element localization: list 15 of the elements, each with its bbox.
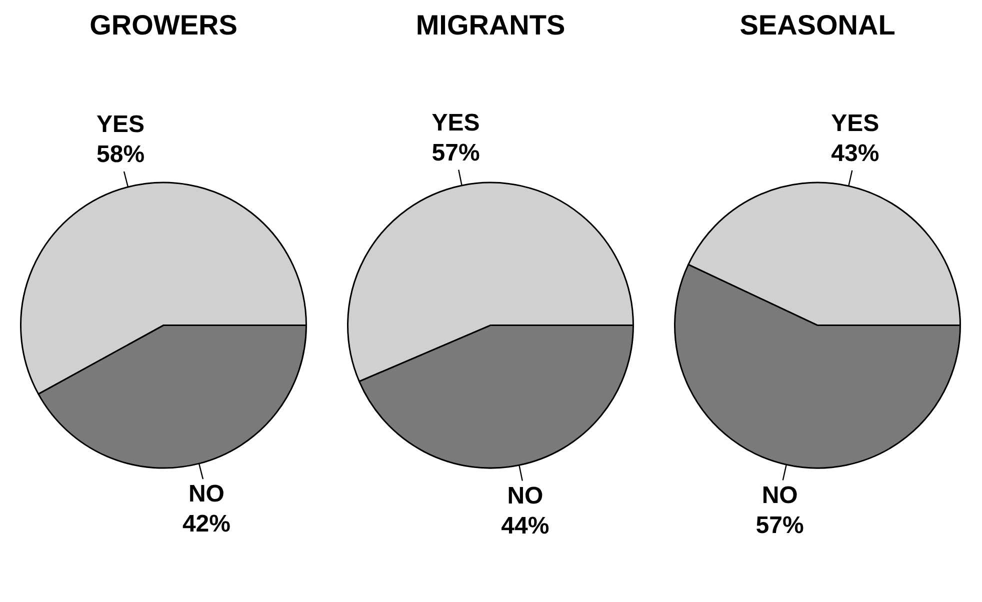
slice-label: YES xyxy=(96,111,145,138)
data-label: 42% xyxy=(182,510,230,538)
data-label: 43% xyxy=(831,140,880,167)
data-label: 58% xyxy=(96,141,145,168)
data-label: 57% xyxy=(432,139,480,166)
slice-label: NO xyxy=(762,482,798,509)
chart-title: MIGRANTS xyxy=(416,10,566,41)
slice-label: NO xyxy=(188,480,224,508)
data-label: 44% xyxy=(501,512,550,540)
slice-label: YES xyxy=(432,109,480,136)
chart-title: SEASONAL xyxy=(740,10,896,41)
slice-label: YES xyxy=(831,110,880,137)
chart-title: GROWERS xyxy=(90,10,238,41)
slice-label: NO xyxy=(507,482,544,510)
data-label: 57% xyxy=(756,512,804,539)
